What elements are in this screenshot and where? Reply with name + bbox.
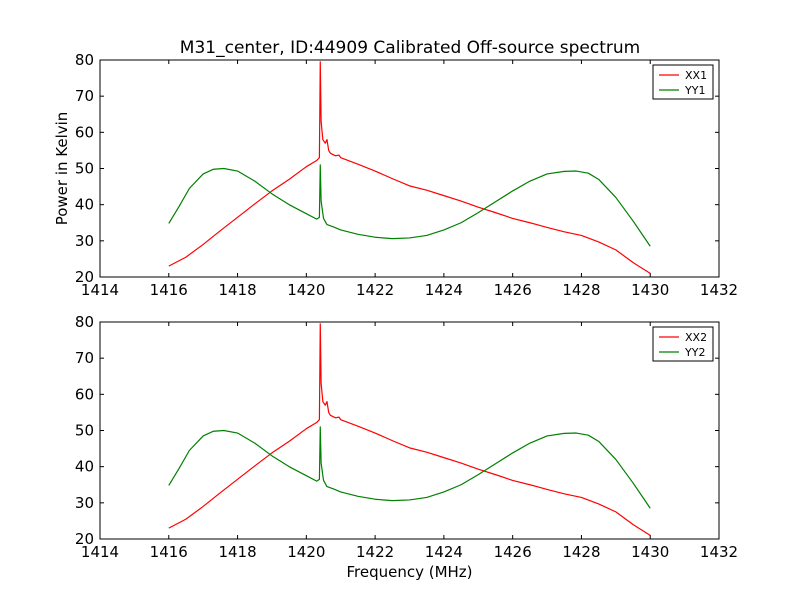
y-tick-label: 30: [75, 494, 94, 512]
y-tick-label: 70: [75, 87, 94, 105]
y-tick-label: 40: [75, 458, 94, 476]
x-axis-label: Frequency (MHz): [346, 563, 472, 581]
y-tick-label: 60: [75, 123, 94, 141]
x-tick-label: 1414: [81, 281, 119, 299]
x-tick-label: 1420: [287, 543, 325, 561]
chart-title: M31_center, ID:44909 Calibrated Off-sour…: [180, 38, 640, 58]
series-line-yy1: [168, 164, 651, 247]
top-panel: 1414 1416 1418 1420 1422 1424 1426 1428 1430 1432…: [53, 51, 738, 299]
y-tick-label: 60: [75, 385, 94, 403]
x-tick-label: 1416: [150, 543, 188, 561]
x-tick-label: 1428: [562, 543, 600, 561]
y-tick-label: 20: [75, 268, 94, 286]
legend-entry-xx1: XX1: [685, 69, 707, 82]
y-tick-label: 70: [75, 349, 94, 367]
x-tick-label: 1430: [631, 281, 669, 299]
y-tick-label: 40: [75, 196, 94, 214]
legend-entry-yy2: YY2: [684, 346, 705, 359]
x-tick-label: 1416: [150, 281, 188, 299]
y-tick-label: 50: [75, 160, 94, 178]
x-tick-label: 1414: [81, 543, 119, 561]
y-tick-label: 80: [75, 51, 94, 69]
x-tick-label: 1432: [700, 281, 738, 299]
series-line-yy2: [168, 426, 651, 509]
x-tick-label: 1422: [356, 281, 394, 299]
bottom-panel: 1414 1416 1418 1420 1422 1424 1426 1428 1430 1432…: [75, 313, 738, 581]
x-tick-label: 1428: [562, 281, 600, 299]
axes-frame: [99, 59, 720, 278]
x-tick-label: 1426: [494, 281, 532, 299]
x-tick-label: 1418: [218, 281, 256, 299]
x-tick-label: 1422: [356, 543, 394, 561]
x-tick-label: 1432: [700, 543, 738, 561]
series-line-xx2: [168, 323, 651, 536]
x-tick-label: 1430: [631, 543, 669, 561]
x-tick-label: 1426: [494, 543, 532, 561]
y-tick-label: 20: [75, 530, 94, 548]
y-tick-label: 80: [75, 313, 94, 331]
y-axis-label: Power in Kelvin: [53, 112, 71, 226]
legend-entry-xx2: XX2: [685, 331, 707, 344]
series-line-xx1: [168, 61, 651, 274]
legend-entry-yy1: YY1: [684, 84, 705, 97]
y-tick-label: 30: [75, 232, 94, 250]
x-tick-label: 1420: [287, 281, 325, 299]
x-tick-label: 1424: [425, 281, 463, 299]
y-tick-label: 50: [75, 422, 94, 440]
x-tick-label: 1424: [425, 543, 463, 561]
axes-frame: [99, 321, 720, 540]
x-tick-label: 1418: [218, 543, 256, 561]
